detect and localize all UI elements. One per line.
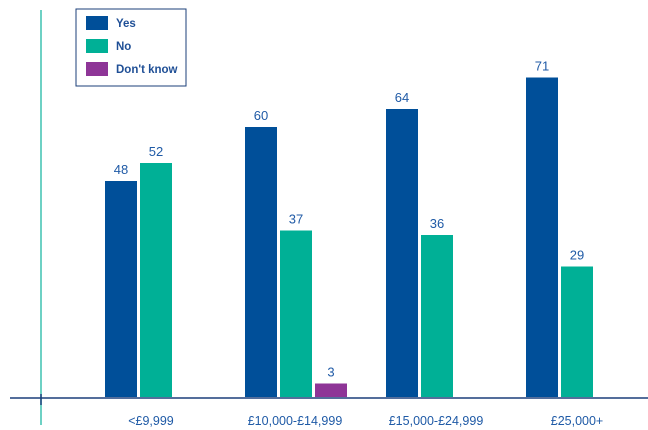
bar-yes-1 (105, 181, 137, 397)
x-tick-label-3: £15,000-£24,999 (389, 414, 484, 428)
x-tick-label-1: <£9,999 (128, 414, 174, 428)
value-label-yes-1: 48 (114, 162, 128, 177)
legend-label-don-t-know: Don't know (116, 64, 178, 76)
value-label-no-4: 29 (570, 248, 584, 263)
bars-layer (105, 77, 593, 397)
bar-no-4 (561, 266, 593, 397)
x-tick-label-2: £10,000-£14,999 (248, 414, 343, 428)
bar-yes-4 (526, 77, 558, 397)
value-label-don-t-know-2: 3 (327, 365, 334, 380)
legend-swatch-no (86, 39, 108, 53)
bar-no-3 (421, 235, 453, 397)
bar-yes-2 (245, 127, 277, 397)
legend-swatch-don-t-know (86, 62, 108, 76)
bar-no-2 (280, 230, 312, 397)
value-label-yes-3: 64 (395, 90, 409, 105)
bar-no-1 (140, 163, 172, 397)
legend-label-no: No (116, 41, 131, 53)
bar-yes-3 (386, 109, 418, 397)
legend: Yes No Don't know (75, 8, 187, 87)
value-labels-layer: 48 52 60 37 3 64 36 71 29 (114, 59, 584, 380)
category-labels-layer: <£9,999 £10,000-£14,999 £15,000-£24,999 £25… (128, 414, 603, 428)
value-label-no-3: 36 (430, 216, 444, 231)
value-label-yes-4: 71 (535, 59, 549, 74)
value-label-no-1: 52 (149, 144, 163, 159)
value-label-no-2: 37 (289, 212, 303, 227)
legend-label-yes: Yes (116, 18, 136, 30)
legend-swatch-yes (86, 16, 108, 30)
x-tick-label-4: £25,000+ (551, 414, 603, 428)
bar-don-t-know-2 (315, 383, 347, 397)
value-label-yes-2: 60 (254, 108, 268, 123)
